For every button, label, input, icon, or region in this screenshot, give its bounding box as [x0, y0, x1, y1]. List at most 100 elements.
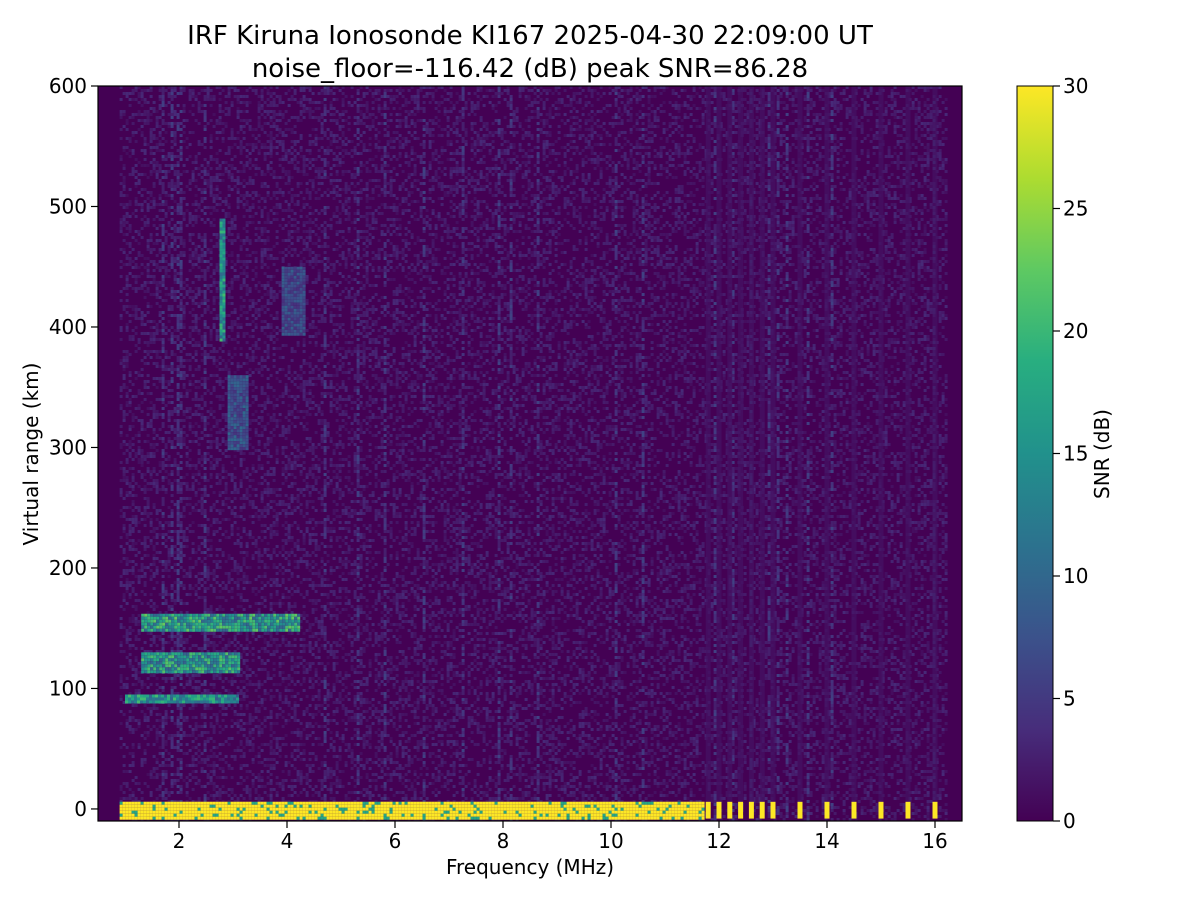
heatmap-noise-cell: [122, 470, 126, 473]
heatmap-noise-cell: [242, 518, 246, 521]
heatmap-noise-cell: [122, 548, 126, 551]
heatmap-noise-cell: [269, 290, 273, 293]
heatmap-noise-cell: [167, 413, 171, 416]
heatmap-noise-cell: [173, 329, 177, 332]
heatmap-noise-cell: [170, 521, 174, 524]
heatmap-noise-cell: [176, 548, 180, 551]
heatmap-noise-cell: [179, 299, 183, 302]
heatmap-noise-cell: [209, 95, 213, 98]
heatmap-noise-cell: [275, 515, 279, 518]
heatmap-noise-cell: [245, 791, 249, 794]
heatmap-noise-cell: [269, 323, 273, 326]
heatmap-noise-cell: [248, 743, 252, 746]
heatmap-noise-cell: [209, 455, 213, 458]
heatmap-noise-cell: [206, 632, 210, 635]
heatmap-noise-cell: [266, 140, 270, 143]
heatmap-noise-cell: [269, 161, 273, 164]
heatmap-noise-cell: [251, 773, 255, 776]
heatmap-noise-cell: [176, 437, 180, 440]
heatmap-noise-cell: [143, 224, 147, 227]
heatmap-noise-cell: [257, 557, 261, 560]
heatmap-noise-cell: [167, 458, 171, 461]
heatmap-noise-cell: [251, 221, 255, 224]
heatmap-noise-cell: [236, 632, 240, 635]
heatmap-noise-cell: [212, 95, 216, 98]
heatmap-noise-cell: [155, 143, 159, 146]
heatmap-noise-cell: [185, 392, 189, 395]
heatmap-noise-cell: [230, 530, 234, 533]
heatmap-noise-cell: [152, 536, 156, 539]
heatmap-noise-cell: [215, 719, 219, 722]
heatmap-noise-cell: [149, 455, 153, 458]
heatmap-noise-cell: [134, 647, 138, 650]
heatmap-noise-cell: [203, 128, 207, 131]
heatmap-noise-cell: [155, 290, 159, 293]
heatmap-noise-cell: [230, 296, 234, 299]
heatmap-noise-cell: [182, 545, 186, 548]
heatmap-noise-cell: [161, 257, 165, 260]
heatmap-noise-cell: [203, 644, 207, 647]
heatmap-noise-cell: [155, 173, 159, 176]
heatmap-noise-cell: [206, 764, 210, 767]
heatmap-noise-cell: [170, 773, 174, 776]
heatmap-noise-cell: [131, 488, 135, 491]
heatmap-noise-cell: [128, 272, 132, 275]
heatmap-noise-cell: [149, 683, 153, 686]
heatmap-noise-cell: [140, 203, 144, 206]
heatmap-noise-cell: [224, 236, 228, 239]
heatmap-noise-cell: [128, 338, 132, 341]
heatmap-noise-cell: [215, 446, 219, 449]
heatmap-noise-cell: [158, 197, 162, 200]
heatmap-noise-cell: [119, 581, 123, 584]
heatmap-noise-cell: [224, 257, 228, 260]
heatmap-noise-cell: [161, 524, 165, 527]
heatmap-noise-cell: [212, 590, 216, 593]
heatmap-noise-cell: [203, 785, 207, 788]
heatmap-noise-cell: [254, 788, 258, 791]
heatmap-noise-cell: [218, 98, 222, 101]
heatmap-noise-cell: [248, 125, 252, 128]
heatmap-noise-cell: [140, 680, 144, 683]
heatmap-noise-cell: [257, 566, 261, 569]
heatmap-noise-cell: [209, 104, 213, 107]
heatmap-noise-cell: [251, 206, 255, 209]
heatmap-noise-cell: [218, 509, 222, 512]
heatmap-noise-cell: [164, 275, 168, 278]
heatmap-noise-cell: [143, 731, 147, 734]
heatmap-noise-cell: [212, 761, 216, 764]
heatmap-noise-cell: [206, 758, 210, 761]
heatmap-noise-cell: [257, 455, 261, 458]
heatmap-noise-cell: [152, 725, 156, 728]
heatmap-noise-cell: [185, 791, 189, 794]
heatmap-noise-cell: [263, 359, 267, 362]
heatmap-noise-cell: [134, 668, 138, 671]
heatmap-noise-cell: [275, 689, 279, 692]
heatmap-noise-cell: [260, 392, 264, 395]
heatmap-noise-cell: [224, 488, 228, 491]
heatmap-noise-cell: [170, 512, 174, 515]
heatmap-noise-cell: [260, 215, 264, 218]
heatmap-noise-cell: [152, 479, 156, 482]
heatmap-noise-cell: [248, 308, 252, 311]
heatmap-noise-cell: [227, 326, 231, 329]
heatmap-noise-cell: [206, 641, 210, 644]
heatmap-noise-cell: [275, 293, 279, 296]
heatmap-noise-cell: [179, 251, 183, 254]
heatmap-noise-cell: [134, 416, 138, 419]
heatmap-noise-cell: [119, 299, 123, 302]
heatmap-noise-cell: [197, 143, 201, 146]
heatmap-noise-cell: [242, 194, 246, 197]
heatmap-noise-cell: [155, 386, 159, 389]
heatmap-noise-cell: [233, 566, 237, 569]
heatmap-noise-cell: [239, 743, 243, 746]
heatmap-noise-cell: [272, 473, 276, 476]
heatmap-noise-cell: [125, 362, 129, 365]
heatmap-noise-cell: [152, 575, 156, 578]
heatmap-noise-cell: [119, 359, 123, 362]
heatmap-noise-cell: [182, 638, 186, 641]
heatmap-noise-cell: [152, 197, 156, 200]
heatmap-noise-cell: [179, 512, 183, 515]
heatmap-noise-cell: [188, 212, 192, 215]
heatmap-noise-cell: [218, 794, 222, 797]
heatmap-noise-cell: [266, 398, 270, 401]
